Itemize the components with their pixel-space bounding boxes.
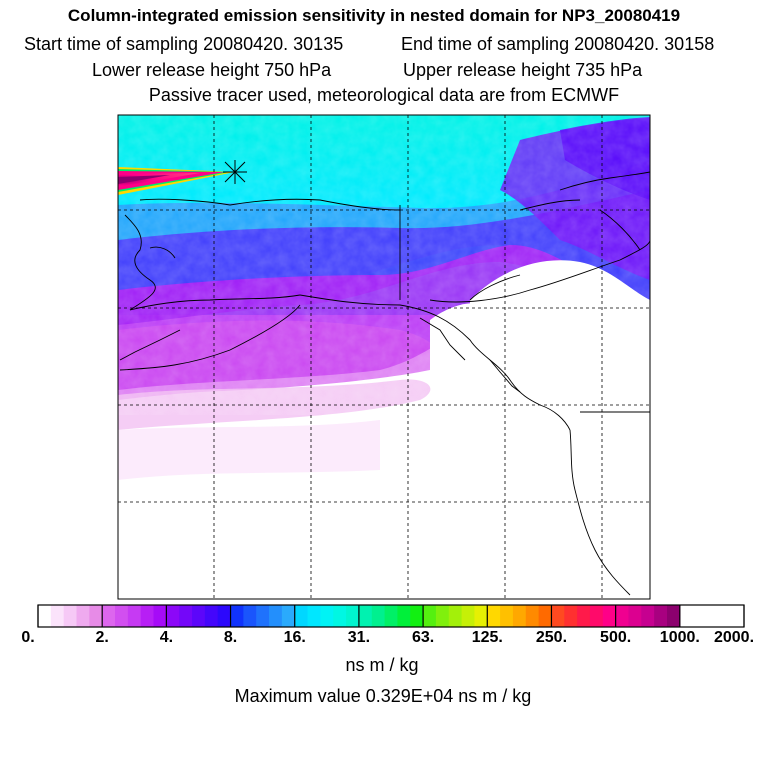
colorbar-segment <box>641 605 655 627</box>
maximum-value-text: Maximum value 0.329E+04 ns m / kg <box>234 686 532 706</box>
colorbar-segment <box>602 605 617 627</box>
colorbar-frame <box>37 604 745 628</box>
colorbar-tick-label: 250. <box>535 629 568 646</box>
colorbar-tick-label: 500. <box>600 629 632 646</box>
colorbar <box>37 604 745 628</box>
graticule <box>118 115 650 599</box>
colorbar-tick-label: 63. <box>411 629 435 646</box>
sensitivity-map <box>117 114 651 600</box>
colorbar-segment <box>577 605 591 627</box>
colorbar-segment <box>294 605 309 627</box>
colorbar-segment <box>127 605 142 627</box>
map-frame <box>117 114 651 600</box>
colorbar-tick-label: 4. <box>159 629 174 646</box>
colorbar-segment <box>564 605 578 627</box>
colorbar-segment <box>615 605 630 627</box>
colorbar-segment <box>666 605 681 627</box>
colorbar-segment <box>281 605 296 627</box>
colorbar-tick-label: 125. <box>471 629 503 646</box>
colorbar-tick-label: 31. <box>347 629 371 646</box>
colorbar-segment <box>487 605 501 627</box>
colorbar-tick-label: 2000. <box>713 629 755 646</box>
colorbar-segment <box>230 605 244 627</box>
colorbar-segment <box>500 605 514 627</box>
colorbar-tick-label: 16. <box>283 629 306 646</box>
colorbar-segment <box>333 605 347 627</box>
lower-release-height-label: Lower release height 750 hPa <box>92 60 332 80</box>
colorbar-segment <box>38 605 52 627</box>
release-point-marker <box>223 160 247 184</box>
colorbar-segment <box>166 605 180 627</box>
coastlines <box>119 171 650 596</box>
colorbar-segment <box>410 605 424 627</box>
colorbar-segment <box>551 605 565 627</box>
colorbar-segment <box>140 605 155 627</box>
colorbar-segment <box>474 605 488 627</box>
colorbar-segment <box>217 605 232 627</box>
colorbar-units: ns m / kg <box>345 655 419 675</box>
colorbar-segment <box>243 605 257 627</box>
colorbar-segment <box>358 605 373 627</box>
colorbar-segment <box>461 605 476 627</box>
colorbar-segment <box>448 605 463 627</box>
colorbar-segment <box>63 605 78 627</box>
tracer-info-line: Passive tracer used, meteorological data… <box>148 85 620 105</box>
colorbar-tick-label: 2. <box>95 629 109 646</box>
colorbar-segment <box>320 605 334 627</box>
start-time-label: Start time of sampling 20080420. 30135 <box>24 34 344 54</box>
colorbar-segment <box>371 605 386 627</box>
figure-title: Column-integrated emission sensitivity i… <box>67 6 681 25</box>
colorbar-segment <box>346 605 360 627</box>
colorbar-segment <box>115 605 129 627</box>
colorbar-segment <box>512 605 527 627</box>
colorbar-segment <box>654 605 668 627</box>
colorbar-tick-label: 0. <box>21 629 35 646</box>
upper-release-height-label: Upper release height 735 hPa <box>403 60 643 80</box>
colorbar-segment <box>589 605 604 627</box>
colorbar-segment <box>204 605 219 627</box>
colorbar-segment <box>397 605 411 627</box>
colorbar-segment <box>102 605 116 627</box>
map-field <box>118 115 650 599</box>
colorbar-segment <box>307 605 321 627</box>
colorbar-segment <box>192 605 206 627</box>
colorbar-segment <box>538 605 553 627</box>
colorbar-segment <box>269 605 283 627</box>
colorbar-segment <box>525 605 540 627</box>
colorbar-segment <box>628 605 642 627</box>
colorbar-segment <box>384 605 399 627</box>
colorbar-segment <box>423 605 437 627</box>
colorbar-segment <box>256 605 270 627</box>
colorbar-segment <box>153 605 167 627</box>
colorbar-segment <box>435 605 450 627</box>
colorbar-tick-label: 1000. <box>659 629 700 646</box>
colorbar-segment <box>50 605 65 627</box>
colorbar-tick-label: 8. <box>223 629 238 646</box>
colorbar-segment <box>76 605 90 627</box>
colorbar-segment <box>179 605 193 627</box>
end-time-label: End time of sampling 20080420. 30158 <box>401 34 715 54</box>
colorbar-segment <box>89 605 103 627</box>
